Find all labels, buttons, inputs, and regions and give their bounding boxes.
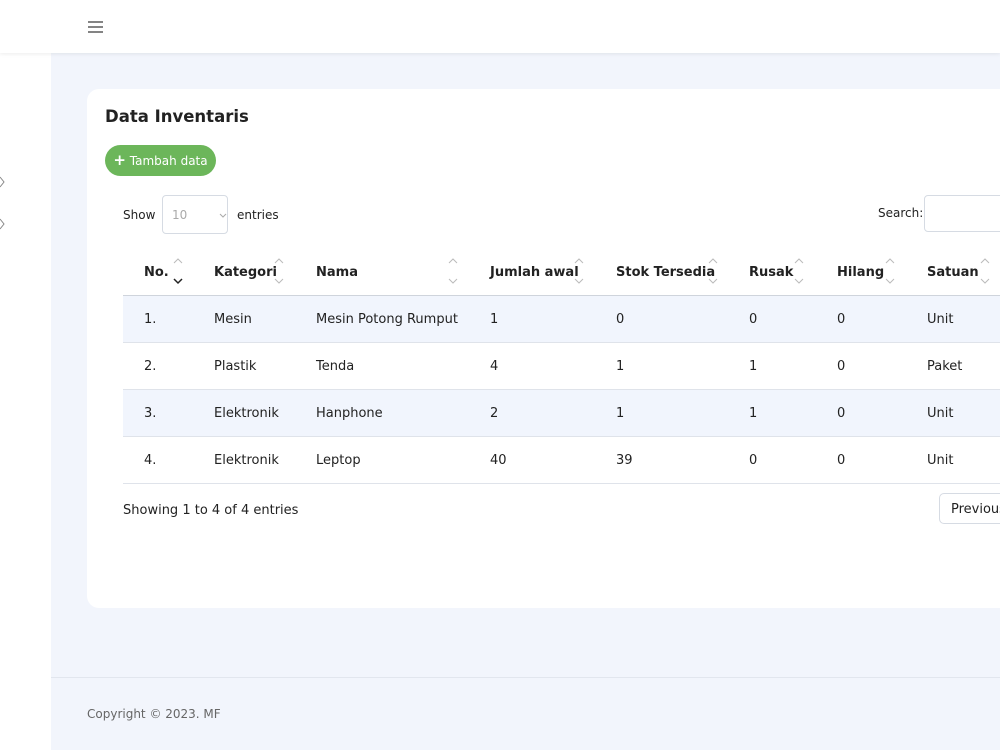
column-header: Satuan xyxy=(927,265,979,280)
sort-icon[interactable] xyxy=(885,257,897,289)
column-header: Nama xyxy=(316,265,358,280)
table-info: Showing 1 to 4 of 4 entries xyxy=(123,503,299,518)
table-cell: Unit xyxy=(927,312,954,327)
length-select[interactable]: 10 xyxy=(162,195,228,234)
table-cell: 0 xyxy=(837,359,846,374)
table-row xyxy=(123,343,1000,390)
table-cell: 0 xyxy=(749,312,758,327)
sort-icon[interactable] xyxy=(448,257,460,289)
sort-icon[interactable] xyxy=(574,257,586,289)
search-label: Search: xyxy=(878,206,924,220)
table-cell: Tenda xyxy=(316,359,355,374)
table-row xyxy=(123,296,1000,343)
sort-icon[interactable] xyxy=(173,257,185,289)
table-cell: Plastik xyxy=(214,359,257,374)
previous-button[interactable]: Previous xyxy=(939,493,1000,524)
length-suffix: entries xyxy=(237,208,279,222)
column-header: Jumlah awal xyxy=(490,265,579,280)
column-header: Rusak xyxy=(749,265,794,280)
sidebar-chevrons xyxy=(0,176,5,230)
sort-icon[interactable] xyxy=(274,257,286,289)
table-cell: 1. xyxy=(144,312,157,327)
table-row xyxy=(123,437,1000,484)
length-label: Show xyxy=(123,208,156,222)
table-cell: 0 xyxy=(837,453,846,468)
table-cell: 1 xyxy=(616,406,625,421)
menu-icon[interactable] xyxy=(87,19,104,35)
table-cell: 2. xyxy=(144,359,157,374)
table-cell: 0 xyxy=(837,312,846,327)
table-cell: 0 xyxy=(837,406,846,421)
table-cell: 40 xyxy=(490,453,507,468)
footer-divider xyxy=(51,677,1000,678)
search-input[interactable] xyxy=(924,195,1000,232)
sort-icon[interactable] xyxy=(980,257,992,289)
table-cell: 2 xyxy=(490,406,499,421)
table-cell: Unit xyxy=(927,453,954,468)
table-cell: 0 xyxy=(616,312,625,327)
table-cell: Hanphone xyxy=(316,406,383,421)
column-header: Hilang xyxy=(837,265,885,280)
card: Data Inventaris + Tambah data Show 10 en… xyxy=(87,89,1000,608)
table-cell: 4. xyxy=(144,453,157,468)
table-cell: 1 xyxy=(749,359,758,374)
column-header: Stok Tersedia xyxy=(616,265,716,280)
add-button-label: Tambah data xyxy=(129,154,208,168)
table-cell: Leptop xyxy=(316,453,361,468)
table-cell: Elektronik xyxy=(214,406,279,421)
table-cell: Unit xyxy=(927,406,954,421)
table-cell: Mesin xyxy=(214,312,252,327)
table-cell: 4 xyxy=(490,359,499,374)
table-cell: Elektronik xyxy=(214,453,279,468)
card-title: Data Inventaris xyxy=(105,107,249,126)
column-header: Kategori xyxy=(214,265,277,280)
table-cell: 39 xyxy=(616,453,633,468)
sort-icon[interactable] xyxy=(708,257,720,289)
table-cell: Mesin Potong Rumput xyxy=(316,312,458,327)
sidebar xyxy=(0,53,51,750)
column-header: No. xyxy=(144,265,169,280)
table-cell: 1 xyxy=(616,359,625,374)
table-row xyxy=(123,390,1000,437)
length-value: 10 xyxy=(172,208,188,222)
table-cell: 1 xyxy=(749,406,758,421)
top-bar xyxy=(0,0,1000,53)
header-divider xyxy=(123,295,1000,296)
table-cell: 0 xyxy=(749,453,758,468)
table-cell: Paket xyxy=(927,359,963,374)
sort-icon[interactable] xyxy=(794,257,806,289)
copyright: Copyright © 2023. MF xyxy=(87,707,221,721)
add-button[interactable]: + Tambah data xyxy=(105,145,216,176)
table-cell: 3. xyxy=(144,406,157,421)
table-cell: 1 xyxy=(490,312,499,327)
